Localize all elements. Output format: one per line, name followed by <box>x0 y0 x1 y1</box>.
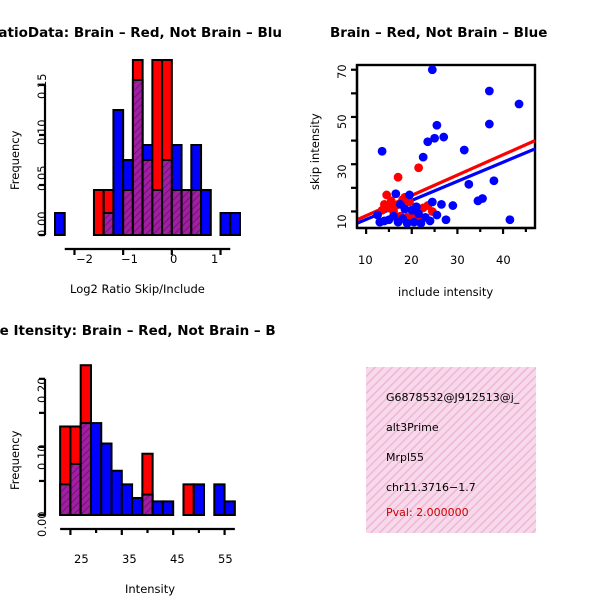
annotation-info-box <box>366 367 536 533</box>
ratio-xtick-2: 0 <box>170 252 178 266</box>
scatter-xtick-2: 30 <box>450 253 465 267</box>
gene-xtick-3: 55 <box>218 552 233 566</box>
gene-xtick-1: 35 <box>122 552 137 566</box>
gene-intensity-xlabel: Intensity <box>125 582 176 596</box>
gene-intensity-plot <box>39 364 236 535</box>
ratio-histogram-xlabel: Log2 Ratio Skip/Include <box>70 282 205 296</box>
ratio-histogram-title: RatioData: Brain – Red, Not Brain – Blu <box>0 25 283 41</box>
scatter-xtick-1: 20 <box>404 253 419 267</box>
gene-xtick-0: 25 <box>74 552 89 566</box>
ratio-xtick-1: −1 <box>121 252 138 266</box>
gene-intensity-title: ne Itensity: Brain – Red, Not Brain – B <box>0 323 276 339</box>
scatter-title: Brain – Red, Not Brain – Blue <box>330 25 548 41</box>
scatter-xtick-3: 40 <box>496 253 511 267</box>
gene-xtick-2: 45 <box>170 552 185 566</box>
info-pvalue: Pval: 2.000000 <box>386 506 469 519</box>
scatter-xtick-0: 10 <box>358 253 373 267</box>
scatter-plot <box>351 63 537 234</box>
info-locus: chr11.3716−1.7 <box>386 481 476 494</box>
info-event-type: alt3Prime <box>386 421 439 434</box>
ratio-xtick-3: 1 <box>211 252 219 266</box>
info-gene-symbol: Mrpl55 <box>386 451 425 464</box>
scatter-xlabel: include intensity <box>398 285 494 299</box>
info-probe-id: G6878532@J912513@j_ <box>386 391 520 404</box>
info-box-hatch <box>366 367 536 533</box>
ratio-xtick-0: −2 <box>76 252 93 266</box>
ratio-histogram-plot <box>39 59 241 255</box>
